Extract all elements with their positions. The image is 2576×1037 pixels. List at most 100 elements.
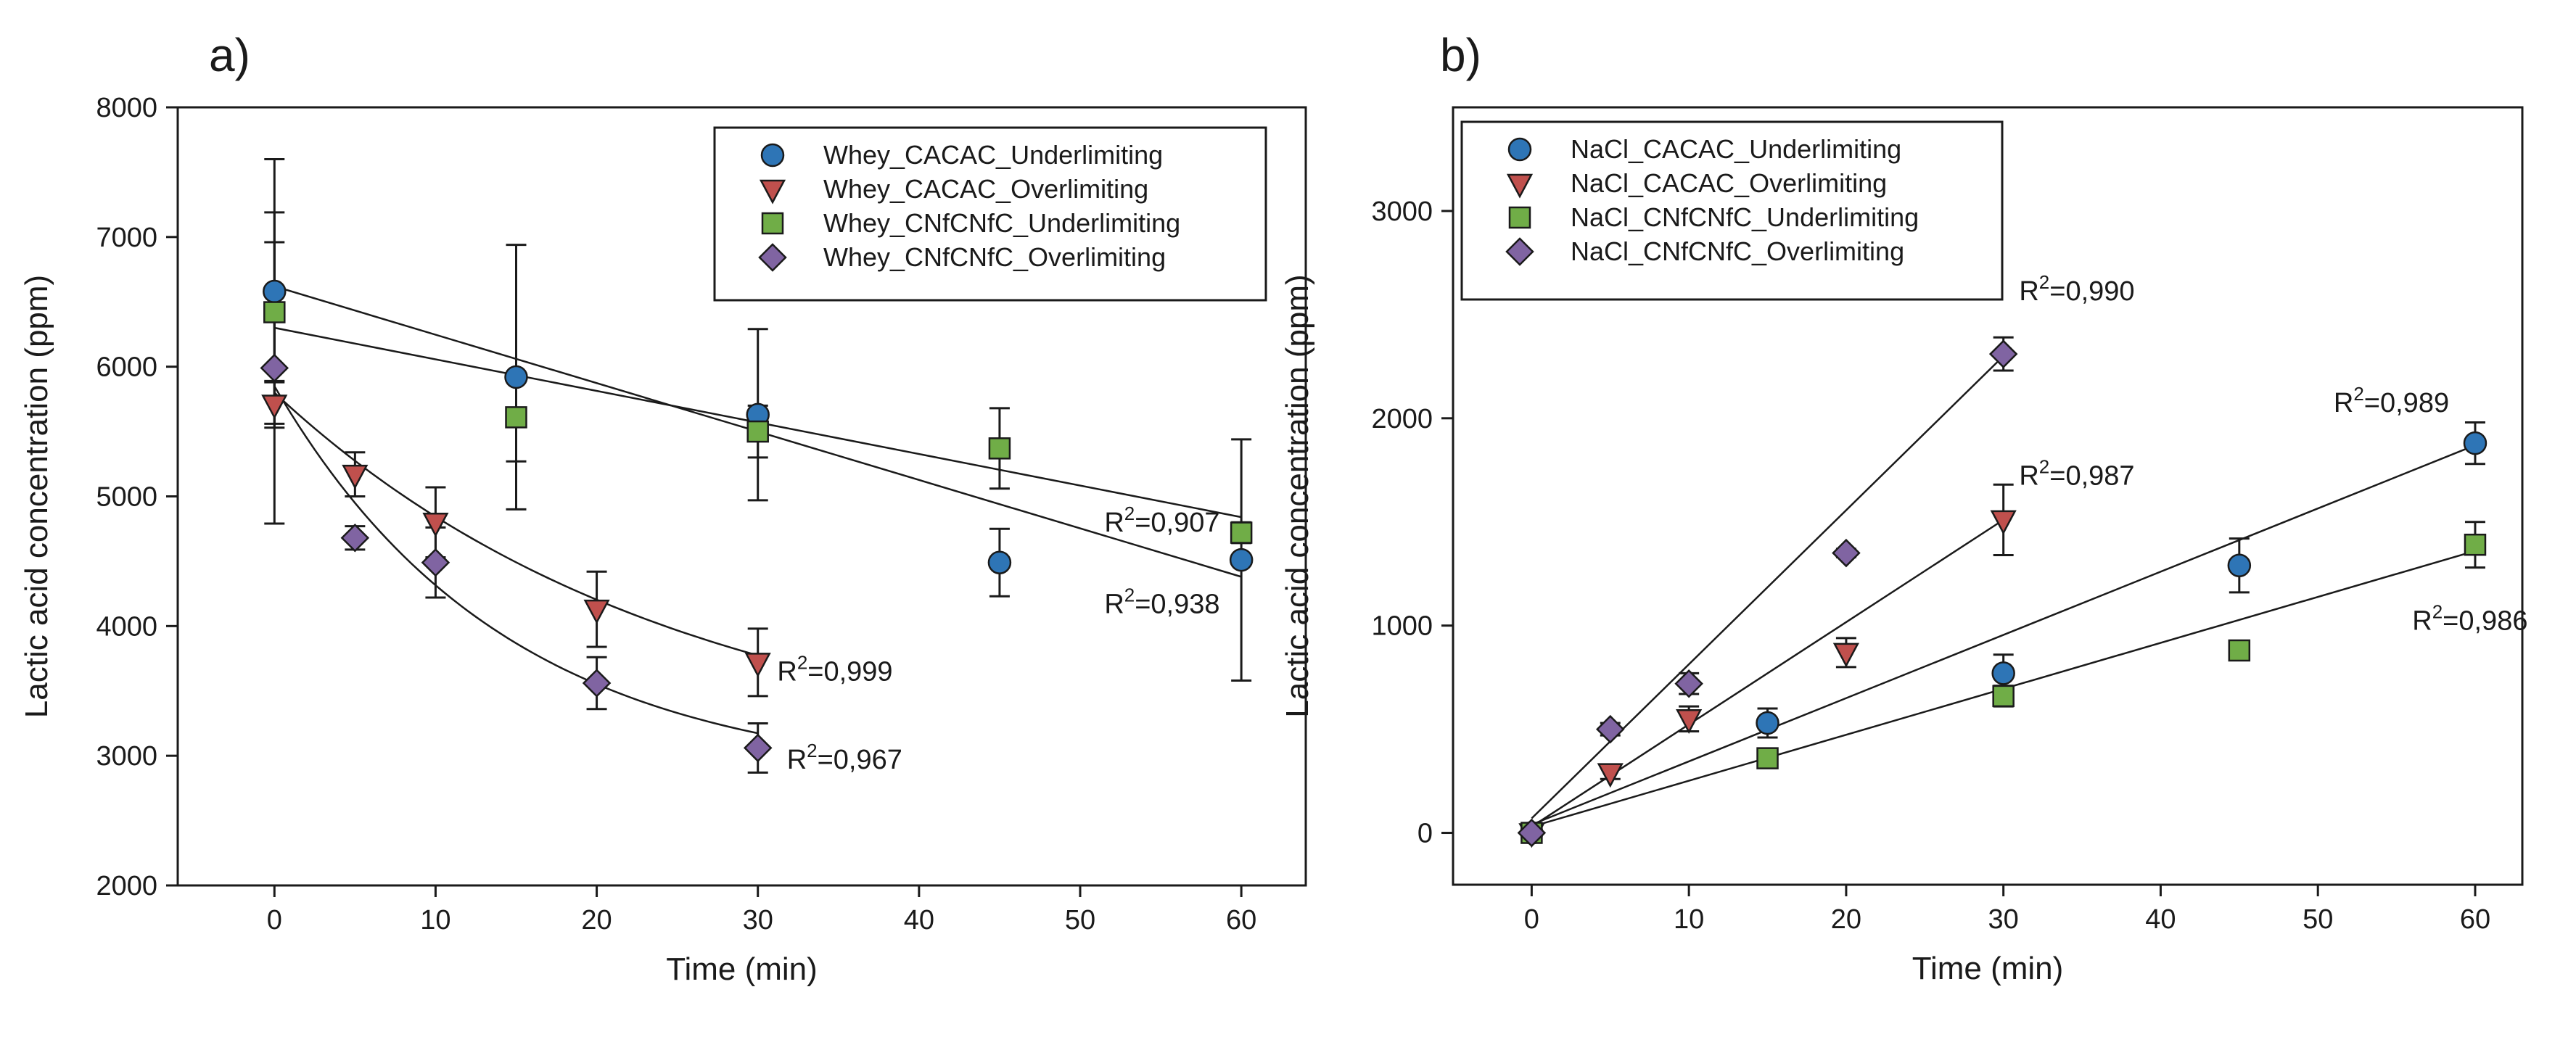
legend-label: NaCl_CNfCNfC_Underlimiting: [1571, 202, 1919, 232]
y-tick-label: 8000: [96, 93, 157, 123]
legend-item: NaCl_CNfCNfC_Underlimiting: [1508, 202, 1919, 232]
plot-frame: [1452, 106, 2524, 886]
data-point: [582, 669, 612, 698]
data-point: [1595, 714, 1625, 744]
data-point: [1990, 510, 2017, 535]
y-tick-label: 0: [1417, 819, 1433, 849]
x-tick-label: 50: [2303, 904, 2333, 935]
y-tick-label: 2000: [1371, 404, 1433, 434]
x-tick-label: 30: [743, 905, 773, 935]
legend-label: NaCl_CNfCNfC_Overlimiting: [1571, 236, 1904, 266]
data-point: [340, 523, 370, 553]
r2-annotation: R2=0,938: [1104, 584, 1219, 619]
panel-b: b) 0 10 20 30 40 50 60 0 1000 2000 3000 Time (min) La…: [1280, 29, 2527, 986]
data-point: [744, 653, 771, 678]
fit-line: [273, 385, 758, 735]
x-tick-label: 50: [1065, 905, 1095, 935]
data-point: [988, 437, 1011, 460]
r2-annotation: R2=0,967: [787, 740, 902, 775]
panel-letter: a): [209, 29, 250, 81]
x-tick-label: 40: [904, 905, 934, 935]
x-axis-title: Time (min): [666, 951, 818, 987]
y-tick-label: 3000: [1371, 197, 1433, 227]
x-tick-label: 20: [1831, 904, 1861, 935]
legend-marker: [1508, 206, 1531, 229]
data-point: [1517, 818, 1547, 848]
data-point: [263, 279, 287, 304]
data-point: [422, 513, 449, 537]
y-tick-label: 5000: [96, 482, 157, 513]
x-tick-label: 0: [267, 905, 282, 935]
legend-label: Whey_CACAC_Underlimiting: [823, 140, 1163, 170]
data-point: [1832, 538, 1861, 568]
x-tick-label: 0: [1524, 904, 1539, 935]
data-point: [1674, 669, 1703, 698]
y-tick-label: 4000: [96, 611, 157, 642]
legend-item: NaCl_CNfCNfC_Overlimiting: [1505, 236, 1904, 266]
data-point: [2227, 553, 2252, 578]
legend-item: NaCl_CACAC_Overlimiting: [1506, 168, 1887, 199]
data-point: [260, 353, 289, 383]
x-tick-label: 10: [420, 905, 450, 935]
legend-marker: [761, 212, 784, 235]
data-point: [261, 394, 288, 420]
legend-item: Whey_CNfCNfC_Overlimiting: [758, 242, 1166, 272]
fit-line: [1531, 444, 2476, 826]
data-point: [746, 420, 769, 443]
legend: Whey_CACAC_Underlimiting Whey_CACAC_Overl…: [713, 126, 1267, 302]
legend-marker: [1506, 173, 1534, 199]
legend-box: [713, 126, 1267, 302]
y-tick-label: 1000: [1371, 611, 1433, 642]
panel-a: a) 0 10 20 30 40 50 60 2000 3000 4000 5000 6000 7000 8…: [19, 29, 1307, 987]
x-axis-title: Time (min): [1912, 951, 2064, 986]
data-point: [342, 464, 369, 489]
legend-marker: [758, 243, 787, 272]
data-point: [1756, 711, 1779, 735]
y-axis-title: Lactic acid concentration (ppm): [1280, 274, 1315, 717]
legend-item: Whey_CACAC_Overlimiting: [759, 174, 1148, 204]
y-tick-label: 7000: [96, 223, 157, 253]
legend-item: Whey_CNfCNfC_Underlimiting: [761, 208, 1180, 238]
x-tick-label: 30: [1988, 904, 2019, 935]
data-point: [1229, 548, 1254, 572]
legend-box: [1460, 120, 2004, 301]
data-point: [263, 301, 286, 323]
data-point: [1832, 643, 1859, 668]
data-point: [1991, 661, 2015, 685]
legend-marker: [760, 143, 785, 168]
x-tick-label: 20: [581, 905, 612, 935]
legend-item: Whey_CACAC_Underlimiting: [760, 140, 1163, 170]
x-tick-label: 60: [2460, 904, 2490, 935]
data-point: [1597, 763, 1624, 788]
r2-annotation: R2=0,989: [2334, 383, 2449, 418]
data-point: [1988, 339, 2018, 368]
data-point: [1230, 521, 1253, 544]
legend-label: NaCl_CACAC_Overlimiting: [1571, 168, 1887, 198]
legend-marker: [1507, 137, 1532, 162]
r2-annotation: R2=0,907: [1104, 503, 1219, 538]
y-tick-label: 2000: [96, 871, 157, 901]
y-tick-label: 3000: [96, 741, 157, 772]
data-point: [2464, 533, 2487, 556]
data-point: [505, 406, 527, 429]
legend-label: Whey_CNfCNfC_Overlimiting: [823, 242, 1166, 272]
data-point: [987, 550, 1012, 574]
data-point: [2228, 639, 2251, 662]
y-tick-label: 6000: [96, 352, 157, 383]
data-point: [421, 548, 450, 577]
y-axis-title: Lactic acid concentration (ppm): [19, 275, 54, 718]
legend-marker: [1505, 237, 1534, 266]
legend-marker: [759, 179, 786, 204]
panel-letter: b): [1440, 29, 1481, 81]
legend-label: NaCl_CACAC_Underlimiting: [1571, 134, 1901, 164]
r2-annotation: R2=0,999: [777, 651, 892, 687]
data-point: [583, 599, 610, 624]
data-point: [1992, 685, 2015, 708]
fit-line: [1531, 518, 2004, 828]
r2-annotation: R2=0,990: [2019, 271, 2134, 307]
legend-label: Whey_CNfCNfC_Underlimiting: [823, 208, 1180, 238]
data-point: [2463, 431, 2487, 455]
r2-annotation: R2=0,986: [2412, 600, 2527, 636]
legend-label: Whey_CACAC_Overlimiting: [823, 174, 1148, 204]
